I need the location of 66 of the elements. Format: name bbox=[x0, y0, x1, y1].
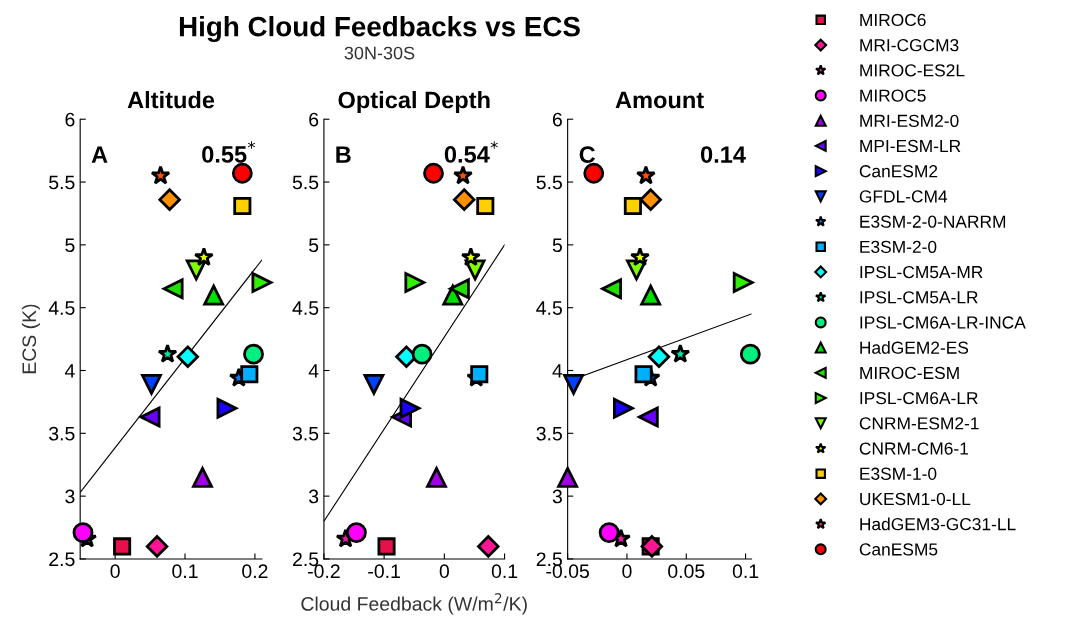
chart-title: Altitude bbox=[127, 91, 215, 109]
legend-label: CanESM2 bbox=[859, 165, 938, 178]
legend-label: IPSL-CM5A-MR bbox=[860, 265, 983, 279]
y-tick-label: 6 bbox=[309, 112, 319, 127]
y-tick-label: 4.5 bbox=[292, 301, 319, 315]
y-tick-label: 4 bbox=[64, 364, 75, 378]
y-tick-label: 5 bbox=[552, 238, 562, 253]
x-tick-label: -0.1 bbox=[368, 564, 400, 579]
chart-title: Optical Depth bbox=[338, 91, 490, 114]
legend-label: E3SM-2-0 bbox=[860, 240, 937, 254]
legend-label: CNRM-CM6-1 bbox=[859, 442, 969, 455]
annotation: C bbox=[579, 146, 596, 163]
y-tick-label: 3 bbox=[552, 489, 562, 504]
y-tick-label: 3.5 bbox=[536, 426, 562, 441]
x-tick-label: 0 bbox=[110, 564, 120, 579]
legend-label: E3SM-1-0 bbox=[860, 467, 937, 480]
legend-label: MIROC6 bbox=[860, 13, 926, 27]
y-tick-label: 5 bbox=[309, 238, 319, 253]
legend-label: GFDL-CM4 bbox=[859, 190, 948, 203]
text: High Cloud Feedbacks vs ECS bbox=[179, 16, 580, 43]
y-tick-label: 4.5 bbox=[48, 301, 75, 315]
x-tick-label: 0.1 bbox=[172, 564, 198, 579]
x-axis-title: Cloud Feedback (W/m$^{2}$/K) bbox=[301, 593, 527, 615]
legend-label: IPSL-CM5A-LR bbox=[860, 291, 978, 304]
y-tick-label: 4.5 bbox=[536, 301, 562, 315]
y-axis-title: ECS (K) bbox=[21, 304, 40, 374]
annotation: 0.14 bbox=[700, 146, 746, 163]
legend-label: MIROC5 bbox=[860, 89, 926, 102]
y-tick-label: 5.5 bbox=[536, 175, 562, 190]
legend-label: UKESM1-0-LL bbox=[860, 492, 971, 506]
legend-label: IPSL-CM6A-LR bbox=[860, 391, 978, 405]
y-tick-label: 2.5 bbox=[49, 552, 75, 567]
chart-title: Amount bbox=[615, 91, 704, 109]
legend-label: MPI-ESM-LR bbox=[860, 139, 961, 153]
legend-label: CanESM5 bbox=[859, 543, 938, 556]
x-tick-label: 0.1 bbox=[491, 564, 518, 579]
legend-label: E3SM-2-0-NARRM bbox=[860, 215, 1006, 228]
annotation: A bbox=[91, 146, 108, 163]
y-tick-label: 4 bbox=[552, 364, 563, 378]
x-tick-label: 0.1 bbox=[732, 564, 759, 579]
legend-label: MRI-CGCM3 bbox=[860, 39, 959, 52]
y-tick-label: 4 bbox=[308, 364, 319, 378]
legend-label: HadGEM2-ES bbox=[860, 341, 969, 354]
x-tick-label: 0 bbox=[439, 564, 449, 579]
x-tick-label: 0.05 bbox=[668, 564, 705, 579]
legend-label: HadGEM3-GC31-LL bbox=[860, 517, 1016, 531]
annotation: B bbox=[336, 146, 351, 163]
legend-label: MIROC-ESM bbox=[860, 366, 959, 380]
y-tick-label: 5.5 bbox=[49, 175, 75, 190]
annotation: 0.55$^{*}$ bbox=[202, 141, 256, 163]
x-tick-label: 0 bbox=[622, 564, 632, 579]
text: 30N-30S bbox=[344, 46, 415, 60]
annotation: 0.54$^{*}$ bbox=[444, 141, 498, 163]
x-tick-label: 0.2 bbox=[242, 564, 268, 579]
y-tick-label: 5 bbox=[65, 238, 75, 253]
y-tick-label: 5.5 bbox=[292, 175, 319, 190]
legend-label: MIROC-ES2L bbox=[860, 64, 965, 77]
legend-label: IPSL-CM6A-LR-INCA bbox=[860, 316, 1026, 329]
y-tick-label: 3.5 bbox=[292, 426, 319, 441]
y-tick-label: 3.5 bbox=[49, 426, 75, 441]
legend-label: MRI-ESM2-0 bbox=[860, 114, 959, 127]
y-tick-label: 3 bbox=[65, 489, 75, 504]
y-tick-label: 3 bbox=[308, 489, 319, 504]
y-tick-label: 6 bbox=[552, 112, 562, 127]
y-tick-label: 6 bbox=[65, 112, 75, 127]
legend-label: CNRM-ESM2-1 bbox=[859, 417, 979, 430]
